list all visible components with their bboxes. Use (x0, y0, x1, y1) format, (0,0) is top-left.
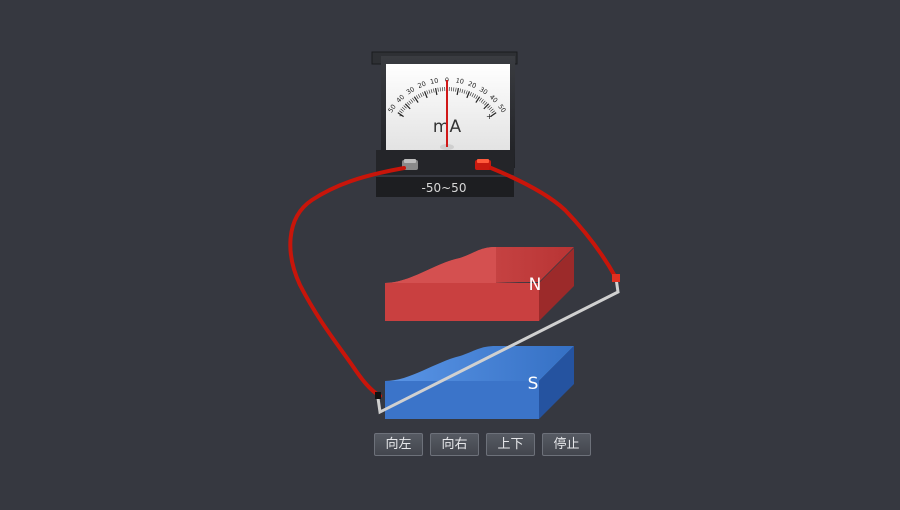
positive-terminal[interactable] (475, 159, 491, 170)
scale-tick (430, 89, 433, 94)
scale-tick (491, 110, 495, 114)
move-updown-button[interactable]: 上下 (486, 433, 535, 456)
scale-tick (403, 105, 407, 109)
scale-number: 40 (488, 93, 500, 105)
scale-number: 10 (429, 77, 439, 86)
scale-number: 20 (467, 80, 478, 91)
scale-tick (475, 96, 481, 103)
scale-number: 50 (496, 103, 507, 114)
meter-scale-ticks (397, 87, 497, 118)
north-magnet-wave-front (385, 247, 496, 283)
scale-number: 40 (395, 93, 407, 105)
scale-tick (469, 92, 472, 97)
scale-tick (480, 99, 484, 103)
move-left-button[interactable]: 向左 (374, 433, 423, 456)
meter-plus-sign: + (486, 112, 493, 121)
south-magnet: S (385, 346, 574, 419)
scale-tick (423, 91, 428, 99)
scale-tick (397, 112, 404, 118)
right-wire (489, 166, 618, 280)
scale-tick (473, 94, 476, 98)
stop-button[interactable]: 停止 (542, 433, 591, 456)
scale-tick (487, 105, 491, 109)
south-magnet-front (385, 381, 539, 419)
scale-tick (482, 100, 486, 105)
scale-tick (413, 96, 419, 103)
scale-tick (488, 106, 493, 111)
scale-tick (406, 102, 410, 106)
scale-tick (404, 103, 411, 110)
scale-tick (428, 89, 431, 94)
scale-tick (484, 102, 488, 106)
scale-tick (466, 91, 471, 99)
scale-number: 20 (417, 80, 428, 91)
move-right-button[interactable]: 向右 (430, 433, 479, 456)
scale-tick (459, 88, 461, 93)
rod-clip-right (612, 274, 620, 282)
scale-tick (401, 106, 406, 111)
range-label: -50~50 (422, 181, 467, 195)
scale-tick (475, 95, 478, 100)
scale-tick (408, 100, 412, 105)
scale-tick (461, 89, 464, 94)
range-plate (376, 177, 514, 197)
scale-tick (416, 95, 419, 100)
north-magnet: N (385, 247, 574, 321)
north-magnet-front (385, 283, 539, 321)
south-magnet-side (539, 346, 574, 419)
control-bar: 向左 向右 上下 停止 (374, 433, 591, 456)
scale-tick (399, 110, 403, 114)
scale-tick (465, 90, 468, 95)
scale-tick (479, 97, 482, 102)
scale-number: 10 (455, 77, 465, 86)
negative-terminal[interactable] (402, 159, 418, 170)
scale-number: 50 (386, 103, 397, 114)
scale-tick (426, 90, 429, 95)
left-wire (288, 166, 406, 398)
scale-tick (456, 87, 460, 96)
scale-tick (455, 87, 457, 92)
scale-tick (437, 87, 439, 92)
scale-tick (471, 93, 474, 97)
scale-tick (483, 103, 490, 110)
scale-tick (490, 108, 494, 112)
meter-minus-sign: - (399, 111, 402, 120)
scale-tick (410, 99, 414, 103)
scale-number: 30 (405, 85, 416, 96)
scale-number: 30 (478, 85, 489, 96)
scale-tick (412, 97, 415, 102)
scale-tick (433, 88, 435, 93)
scale-tick (463, 89, 466, 94)
scale-tick (418, 94, 421, 98)
scale-tick (490, 112, 497, 118)
scale-tick (420, 93, 423, 97)
north-label: N (529, 275, 542, 295)
south-label: S (528, 374, 539, 394)
rod-clip-left (375, 392, 381, 399)
scale-tick (422, 92, 425, 97)
milliammeter: 504030201001020304050 - + mA -50~50 (371, 51, 518, 197)
north-magnet-side (539, 248, 574, 321)
conductor-rod[interactable] (375, 274, 620, 415)
scale-tick (400, 108, 404, 112)
scale-tick (434, 87, 438, 96)
